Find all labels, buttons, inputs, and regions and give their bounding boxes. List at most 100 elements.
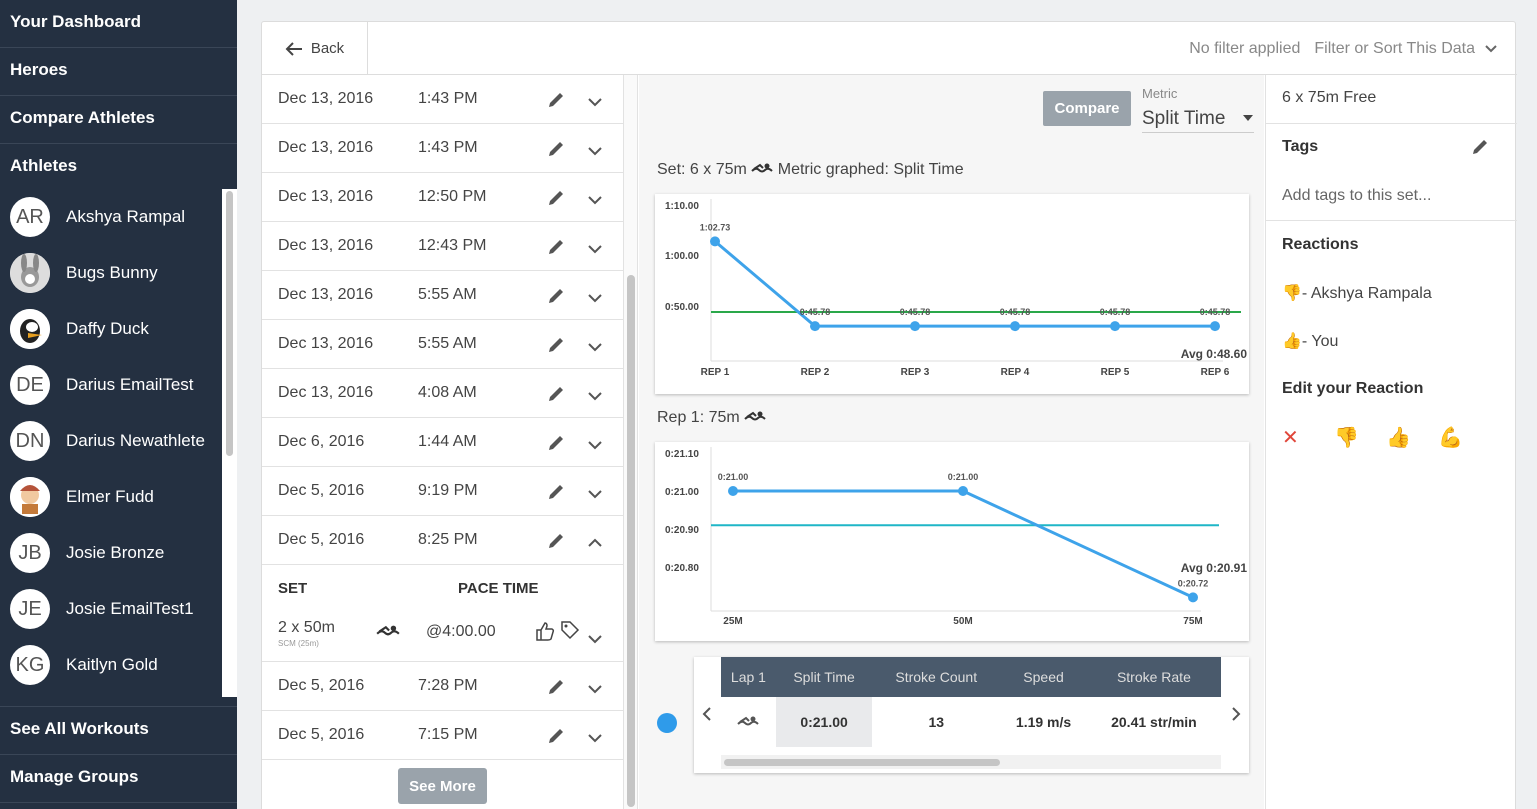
pencil-icon[interactable]: [546, 90, 566, 115]
thumbs-up-option-icon[interactable]: 👍: [1386, 427, 1411, 449]
athlete-item[interactable]: Daffy Duck: [0, 301, 237, 357]
pencil-icon[interactable]: [546, 139, 566, 164]
workout-time: 1:44 AM: [418, 433, 477, 450]
chevron-left-icon[interactable]: [702, 707, 712, 721]
workout-list-scrollbar[interactable]: [623, 75, 638, 809]
set-chart-data-point: [910, 321, 920, 332]
workout-date: Dec 6, 2016: [278, 433, 365, 450]
metric-value: Split Time: [1142, 107, 1226, 129]
athlete-name: Daffy Duck: [66, 319, 149, 338]
chevron-down-icon[interactable]: [588, 339, 602, 357]
athlete-list-scrollbar[interactable]: [222, 189, 237, 697]
pencil-icon[interactable]: [546, 482, 566, 507]
workout-row[interactable]: Dec 5, 2016 8:25 PM: [262, 516, 623, 565]
rep-chart-y-tick-label: 0:20.80: [665, 563, 699, 574]
chevron-down-icon[interactable]: [588, 290, 602, 308]
athlete-name: Kaitlyn Gold: [66, 655, 158, 674]
filter-sort-dropdown[interactable]: Filter or Sort This Data: [1314, 40, 1497, 58]
chevron-down-icon[interactable]: [588, 192, 602, 210]
athlete-item[interactable]: JB Josie Bronze: [0, 525, 237, 581]
chevron-right-icon[interactable]: [1231, 707, 1241, 721]
athlete-item[interactable]: KG Kaitlyn Gold: [0, 637, 237, 693]
flexed-bicep-option-icon[interactable]: 💪: [1438, 427, 1463, 449]
set-chart-y-tick-label: 1:10.00: [665, 201, 699, 212]
back-button[interactable]: Back: [262, 22, 368, 75]
avatar: JB: [10, 533, 50, 573]
pencil-icon[interactable]: [546, 188, 566, 213]
athlete-name: Akshya Rampal: [66, 207, 186, 226]
workout-row[interactable]: Dec 13, 2016 1:43 PM: [262, 124, 623, 173]
pencil-icon[interactable]: [546, 335, 566, 360]
tags-input[interactable]: Add tags to this set...: [1282, 187, 1432, 204]
workout-row[interactable]: Dec 13, 2016 5:55 AM: [262, 320, 623, 369]
pencil-icon[interactable]: [546, 286, 566, 311]
chevron-down-icon[interactable]: [588, 143, 602, 161]
scrollbar-thumb[interactable]: [226, 191, 233, 456]
athlete-item[interactable]: DE Darius EmailTest: [0, 357, 237, 413]
see-more-button[interactable]: See More: [398, 768, 487, 804]
athlete-item[interactable]: AR Akshya Rampal: [0, 189, 237, 245]
pencil-icon[interactable]: [546, 677, 566, 702]
nav-compare-athletes[interactable]: Compare Athletes: [0, 96, 237, 144]
remove-reaction-icon[interactable]: ✕: [1282, 427, 1299, 449]
workout-row[interactable]: Dec 13, 2016 5:55 AM: [262, 271, 623, 320]
nav-your-dashboard[interactable]: Your Dashboard: [0, 0, 237, 48]
workout-row[interactable]: Dec 13, 2016 12:50 PM: [262, 173, 623, 222]
rep-chart-svg: 0:21.10 0:21.00 0:20.90 0:20.80 25M 50M 75M 0:2…: [665, 447, 1248, 627]
rep-chart: 0:21.10 0:21.00 0:20.90 0:20.80 25M 50M 75M 0:2…: [655, 442, 1249, 641]
pencil-icon[interactable]: [1470, 137, 1490, 157]
nav-see-all-workouts[interactable]: See All Workouts: [0, 707, 237, 755]
rep-chart-average-label: Avg 0:20.91: [1181, 561, 1248, 575]
athlete-item[interactable]: Bugs Bunny: [0, 245, 237, 301]
avatar: DN: [10, 421, 50, 461]
nav-manage-groups[interactable]: Manage Groups: [0, 755, 237, 803]
pencil-icon[interactable]: [546, 531, 566, 556]
set-chart-x-tick-label: REP 6: [1201, 367, 1230, 378]
thumbs-up-outline-icon[interactable]: [534, 620, 556, 642]
chevron-up-icon[interactable]: [588, 535, 602, 553]
athlete-item[interactable]: Elmer Fudd: [0, 469, 237, 525]
chevron-down-icon[interactable]: [588, 730, 602, 748]
athlete-name: Elmer Fudd: [66, 487, 154, 506]
workout-row[interactable]: Dec 13, 2016 12:43 PM: [262, 222, 623, 271]
thumbs-down-option-icon[interactable]: 👎: [1334, 427, 1359, 449]
nav-heroes[interactable]: Heroes: [0, 48, 237, 96]
workout-row[interactable]: Dec 13, 2016 1:43 PM: [262, 75, 623, 124]
set-chart-data-label: 1:02.73: [700, 222, 731, 232]
pencil-icon[interactable]: [546, 433, 566, 458]
nav-athletes[interactable]: Athletes: [10, 156, 78, 175]
chevron-down-icon[interactable]: [588, 486, 602, 504]
tag-icon[interactable]: [560, 620, 580, 640]
compare-button[interactable]: Compare: [1043, 91, 1131, 126]
chevron-down-icon[interactable]: [588, 94, 602, 112]
athlete-item[interactable]: DN Darius Newathlete: [0, 413, 237, 469]
set-chart-x-tick-label: REP 5: [1101, 367, 1130, 378]
chevron-down-icon[interactable]: [588, 388, 602, 406]
set-pace: @4:00.00: [426, 623, 496, 640]
set-chart-data-label: 0:45.78: [1200, 307, 1231, 317]
workout-row[interactable]: Dec 5, 2016 9:19 PM: [262, 467, 623, 516]
chevron-down-icon[interactable]: [588, 437, 602, 455]
set-row[interactable]: 2 x 50m SCM (25m) @4:00.00: [262, 611, 623, 662]
pencil-icon[interactable]: [546, 384, 566, 409]
lap-table-scrollbar[interactable]: [721, 755, 1221, 769]
set-chart-svg: 1:10.00 1:00.00 0:50.00 REP 1 REP 2 REP 3 REP …: [665, 199, 1247, 378]
scrollbar-thumb[interactable]: [627, 275, 635, 807]
arrow-left-icon: [285, 41, 302, 56]
rep-chart-data-label: 0:21.00: [948, 472, 979, 482]
workout-row[interactable]: Dec 5, 2016 7:15 PM: [262, 711, 623, 760]
workout-time: 12:43 PM: [418, 237, 487, 254]
chevron-down-icon[interactable]: [588, 241, 602, 259]
set-pool-label: SCM (25m): [278, 639, 319, 648]
chevron-down-icon[interactable]: [588, 631, 602, 649]
workout-row[interactable]: Dec 13, 2016 4:08 AM: [262, 369, 623, 418]
pencil-icon[interactable]: [546, 726, 566, 751]
metric-select[interactable]: Split Time: [1142, 105, 1254, 133]
pencil-icon[interactable]: [546, 237, 566, 262]
scrollbar-thumb[interactable]: [724, 759, 1000, 766]
chevron-down-icon[interactable]: [588, 681, 602, 699]
workout-row[interactable]: Dec 6, 2016 1:44 AM: [262, 418, 623, 467]
athlete-item[interactable]: JE Josie EmailTest1: [0, 581, 237, 637]
workout-row[interactable]: Dec 5, 2016 7:28 PM: [262, 662, 623, 711]
pace-column-header: PACE TIME: [458, 579, 539, 597]
